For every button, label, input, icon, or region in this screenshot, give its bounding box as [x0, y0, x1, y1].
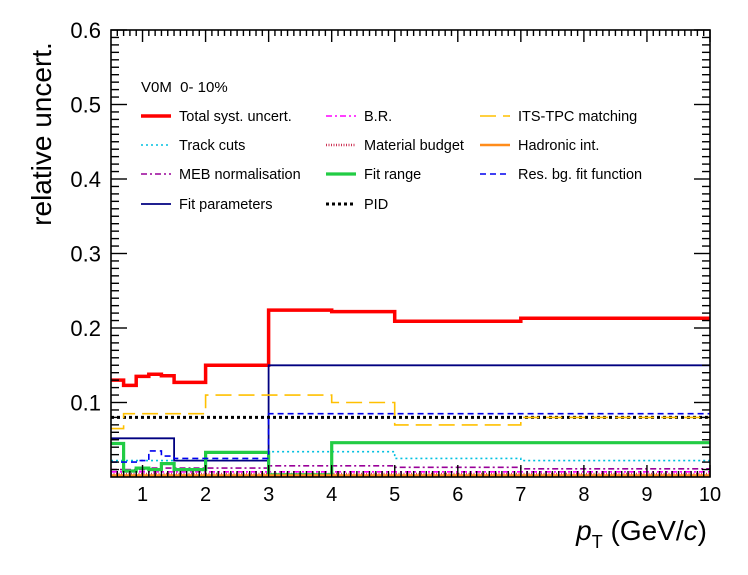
- legend-label: B.R.: [364, 109, 392, 125]
- legend-item-material-budget: Material budget: [326, 138, 464, 154]
- series-res-bg-fit-function: [111, 412, 710, 463]
- legend-item-meb-normalisation: MEB normalisation: [141, 167, 301, 183]
- y-tick-label: 0.3: [70, 242, 101, 267]
- x-tick-label: 1: [137, 484, 148, 506]
- x-tick-label: 5: [389, 484, 400, 506]
- x-tick-label: 6: [452, 484, 463, 506]
- x-axis-unit-close: ): [698, 515, 707, 546]
- legend-label: Fit parameters: [179, 197, 272, 213]
- x-axis-subscript: T: [592, 532, 603, 552]
- legend-label: Res. bg. fit function: [518, 167, 642, 183]
- series-its-tpc-matching: [111, 394, 710, 430]
- legend-label: MEB normalisation: [179, 167, 301, 183]
- labels-layer: 1 2 3 4 5 6 7 8 9 10 0.1 0.2 0.3 0.4 0.5 0.6: [70, 18, 721, 506]
- y-tick-label: 0.4: [70, 167, 101, 192]
- legend-item-res-bg-fit-function: Res. bg. fit function: [480, 167, 642, 183]
- x-tick-label: 10: [699, 484, 721, 506]
- x-tick-label: 3: [263, 484, 274, 506]
- series-fit-parameters: [111, 364, 710, 462]
- x-tick-label: 4: [326, 484, 337, 506]
- y-axis-label: relative uncert.: [26, 42, 57, 226]
- legend-item-its-tpc-matching: ITS-TPC matching: [480, 109, 637, 125]
- centrality-annotation: V0M 0- 10%: [141, 79, 228, 96]
- x-tick-label: 8: [578, 484, 589, 506]
- x-axis-unit-c: c: [684, 515, 698, 546]
- legend-item-pid: PID: [326, 197, 388, 213]
- legend-item-total-syst-uncert: Total syst. uncert.: [141, 109, 292, 125]
- legend-label: ITS-TPC matching: [518, 109, 637, 125]
- legend-item-hadronic-int: Hadronic int.: [480, 138, 599, 154]
- ticks-layer: [111, 29, 711, 477]
- legend-label: Total syst. uncert.: [179, 109, 292, 125]
- series-fit-range: [111, 441, 710, 477]
- x-tick-label: 7: [515, 484, 526, 506]
- x-axis-symbol: p: [575, 515, 592, 546]
- legend-label: Hadronic int.: [518, 138, 599, 154]
- legend-label: Material budget: [364, 138, 464, 154]
- y-tick-label: 0.2: [70, 316, 101, 341]
- y-tick-label: 0.1: [70, 391, 101, 416]
- x-tick-label: 9: [641, 484, 652, 506]
- y-tick-label: 0.5: [70, 93, 101, 118]
- series-total-syst-uncert: [111, 308, 710, 388]
- x-axis-label: pT (GeV/c): [575, 515, 707, 552]
- legend-item-fit-parameters: Fit parameters: [141, 197, 272, 213]
- x-tick-label: 2: [200, 484, 211, 506]
- legend-item-track-cuts: Track cuts: [141, 138, 245, 154]
- legend-label: Fit range: [364, 167, 421, 183]
- legend-item-b-r: B.R.: [326, 109, 392, 125]
- series-layer: [111, 308, 710, 477]
- x-axis-unit-open: (GeV/: [603, 515, 684, 546]
- legend-label: Track cuts: [179, 138, 245, 154]
- y-tick-label: 0.6: [70, 18, 101, 43]
- legend-label: PID: [364, 197, 388, 213]
- legend: Total syst. uncert. Track cuts MEB normali…: [141, 109, 642, 213]
- legend-item-fit-range: Fit range: [326, 167, 421, 183]
